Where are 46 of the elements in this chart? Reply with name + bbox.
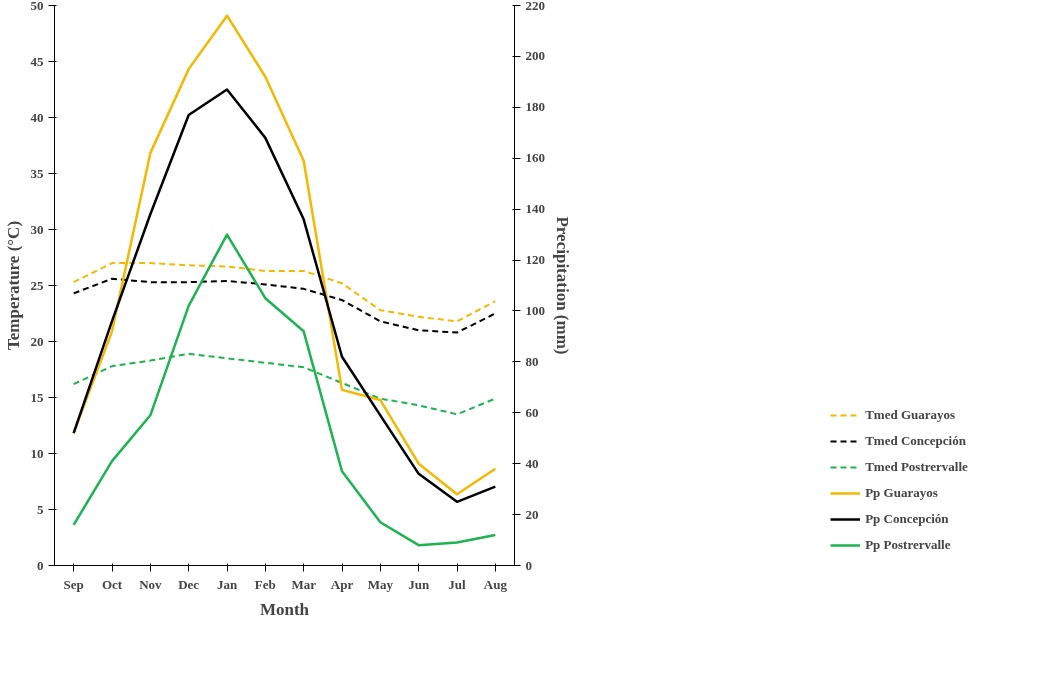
- y2-tick-label: 180: [525, 99, 545, 115]
- x-tick-label: Sep: [63, 576, 84, 592]
- y2-tick-label: 100: [525, 302, 545, 318]
- y2-tick-label: 40: [525, 455, 539, 471]
- y-tick-label: 15: [30, 389, 44, 405]
- y2-tick-label: 160: [525, 150, 545, 166]
- x-tick-label: Jan: [216, 576, 238, 592]
- legend-label: Pp Concepción: [865, 511, 949, 527]
- legend-label: Tmed Postrervalle: [865, 459, 968, 475]
- y2-tick-label: 0: [525, 557, 532, 573]
- y-tick-label: 35: [30, 165, 44, 181]
- y2-tick-label: 120: [525, 252, 545, 268]
- y-tick-label: 45: [30, 53, 44, 69]
- y-tick-label: 50: [30, 0, 44, 13]
- x-tick-label: Apr: [330, 576, 354, 592]
- y-tick-label: 10: [30, 445, 44, 461]
- x-tick-label: Jun: [408, 576, 430, 592]
- y-tick-label: 5: [37, 501, 44, 517]
- x-tick-label: Feb: [254, 576, 276, 592]
- y-axis-title: Temperature (°C): [3, 220, 23, 351]
- x-tick-label: Nov: [139, 576, 163, 592]
- x-tick-label: Dec: [178, 576, 200, 592]
- y2-tick-label: 80: [525, 353, 539, 369]
- x-axis-title: Month: [259, 599, 310, 619]
- legend-label: Pp Postrervalle: [865, 537, 951, 553]
- y-tick-label: 0: [37, 557, 44, 573]
- legend-label: Tmed Guarayos: [865, 407, 956, 423]
- y2-tick-label: 220: [525, 0, 545, 13]
- x-tick-label: May: [367, 576, 394, 592]
- y-tick-label: 40: [30, 109, 44, 125]
- y-tick-label: 30: [30, 221, 44, 237]
- x-tick-label: Jul: [448, 576, 467, 592]
- line-series: [72, 88, 497, 504]
- line-series: [72, 233, 497, 547]
- x-tick-label: Mar: [291, 576, 317, 592]
- legend-label: Pp Guarayos: [865, 485, 938, 501]
- x-tick-label: Oct: [101, 576, 123, 592]
- y2-tick-label: 140: [525, 201, 545, 217]
- x-tick-label: Aug: [483, 576, 508, 592]
- y2-tick-label: 20: [525, 506, 539, 522]
- y2-axis-title: Precipitation (mm): [553, 216, 572, 355]
- y2-tick-label: 60: [525, 404, 539, 420]
- y-tick-label: 25: [30, 277, 44, 293]
- legend-label: Tmed Concepción: [865, 433, 966, 449]
- y-tick-label: 20: [30, 333, 44, 349]
- y2-tick-label: 200: [525, 48, 545, 64]
